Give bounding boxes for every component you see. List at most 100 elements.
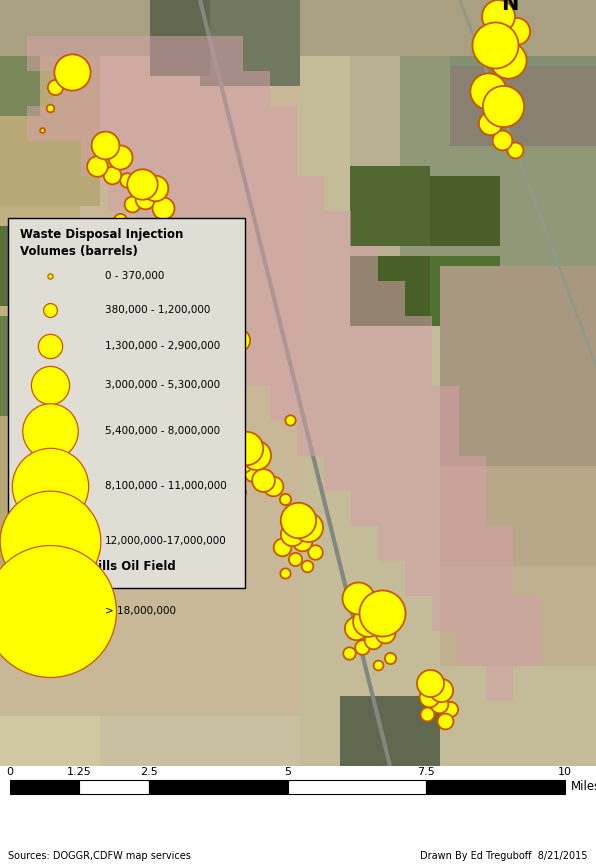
Bar bbox=[440, 266, 596, 466]
Point bbox=[37, 123, 46, 137]
Point bbox=[158, 201, 167, 215]
Point bbox=[353, 591, 363, 605]
Text: 10: 10 bbox=[558, 767, 572, 777]
Text: 2.5: 2.5 bbox=[140, 767, 157, 777]
Point bbox=[206, 368, 216, 382]
Bar bbox=[400, 0, 596, 266]
Point bbox=[140, 192, 150, 206]
Point bbox=[368, 633, 378, 647]
Point bbox=[237, 455, 247, 469]
Point bbox=[50, 80, 60, 94]
Point bbox=[285, 413, 295, 427]
Point bbox=[344, 646, 354, 660]
Bar bbox=[79, 780, 149, 794]
Point bbox=[280, 492, 290, 506]
Point bbox=[268, 479, 278, 493]
Point bbox=[115, 213, 125, 227]
Point bbox=[302, 559, 312, 573]
Point bbox=[45, 339, 55, 353]
Point bbox=[92, 159, 102, 173]
Point bbox=[290, 552, 300, 565]
Bar bbox=[440, 566, 596, 666]
Bar bbox=[350, 256, 430, 326]
Point bbox=[511, 24, 521, 38]
Point bbox=[434, 697, 444, 711]
Point bbox=[293, 513, 303, 527]
Point bbox=[280, 566, 290, 580]
Point bbox=[498, 99, 508, 113]
Point bbox=[365, 598, 375, 612]
Point bbox=[380, 626, 390, 640]
Point bbox=[150, 181, 160, 195]
Point bbox=[122, 173, 132, 187]
Point bbox=[351, 621, 361, 635]
Bar bbox=[100, 716, 300, 766]
Bar bbox=[426, 780, 565, 794]
Point bbox=[247, 467, 257, 481]
Point bbox=[422, 707, 432, 721]
Bar bbox=[430, 256, 500, 326]
Point bbox=[224, 462, 234, 476]
Point bbox=[45, 604, 55, 618]
Text: 5,400,000 - 8,000,000: 5,400,000 - 8,000,000 bbox=[105, 426, 220, 436]
Point bbox=[493, 9, 503, 23]
Text: Sources: DOGGR,CDFW map services: Sources: DOGGR,CDFW map services bbox=[8, 851, 191, 861]
Point bbox=[135, 238, 145, 252]
Bar bbox=[200, 0, 300, 86]
Point bbox=[287, 527, 297, 541]
Point bbox=[207, 397, 217, 411]
Point bbox=[67, 65, 77, 79]
Point bbox=[510, 143, 520, 157]
Point bbox=[216, 352, 226, 366]
Point bbox=[424, 690, 434, 704]
Bar bbox=[149, 780, 287, 794]
Text: 5: 5 bbox=[284, 767, 291, 777]
Point bbox=[203, 315, 213, 329]
Point bbox=[100, 138, 110, 152]
Point bbox=[311, 545, 320, 559]
FancyBboxPatch shape bbox=[8, 218, 245, 588]
Point bbox=[233, 333, 243, 347]
Text: Waste Disposal Injection
Volumes (barrels): Waste Disposal Injection Volumes (barrel… bbox=[20, 228, 184, 258]
Bar bbox=[300, 0, 596, 766]
Point bbox=[231, 433, 241, 447]
Point bbox=[45, 424, 55, 438]
Point bbox=[190, 383, 199, 397]
Point bbox=[175, 284, 185, 298]
Point bbox=[234, 485, 244, 499]
Point bbox=[137, 177, 147, 191]
Point bbox=[258, 473, 268, 487]
Point bbox=[363, 614, 372, 628]
Point bbox=[45, 303, 55, 317]
Point bbox=[193, 309, 203, 323]
Text: Miles: Miles bbox=[571, 780, 596, 793]
Bar bbox=[0, 316, 50, 416]
Text: Lost Hills Oil Field: Lost Hills Oil Field bbox=[56, 559, 176, 572]
Bar bbox=[10, 780, 79, 794]
Point bbox=[45, 378, 55, 392]
Point bbox=[45, 101, 55, 115]
Bar bbox=[350, 0, 596, 316]
Bar bbox=[0, 366, 60, 566]
Bar bbox=[0, 226, 60, 306]
Point bbox=[440, 714, 450, 728]
Bar bbox=[350, 166, 430, 246]
Polygon shape bbox=[27, 36, 540, 701]
Text: > 18,000,000: > 18,000,000 bbox=[105, 606, 176, 616]
Bar bbox=[340, 696, 440, 766]
Bar bbox=[150, 0, 210, 76]
Bar bbox=[0, 0, 100, 206]
Text: 1,300,000 - 2,900,000: 1,300,000 - 2,900,000 bbox=[105, 341, 221, 351]
Bar bbox=[440, 466, 596, 566]
Bar bbox=[450, 0, 596, 66]
Point bbox=[503, 53, 513, 67]
Point bbox=[445, 702, 455, 716]
Text: 0 - 370,000: 0 - 370,000 bbox=[105, 271, 164, 281]
Point bbox=[188, 293, 198, 307]
Point bbox=[205, 339, 215, 353]
Text: 8,100,000 - 11,000,000: 8,100,000 - 11,000,000 bbox=[105, 481, 226, 491]
Point bbox=[115, 150, 125, 164]
Point bbox=[45, 534, 55, 548]
Point bbox=[483, 84, 493, 98]
Bar bbox=[0, 0, 40, 116]
